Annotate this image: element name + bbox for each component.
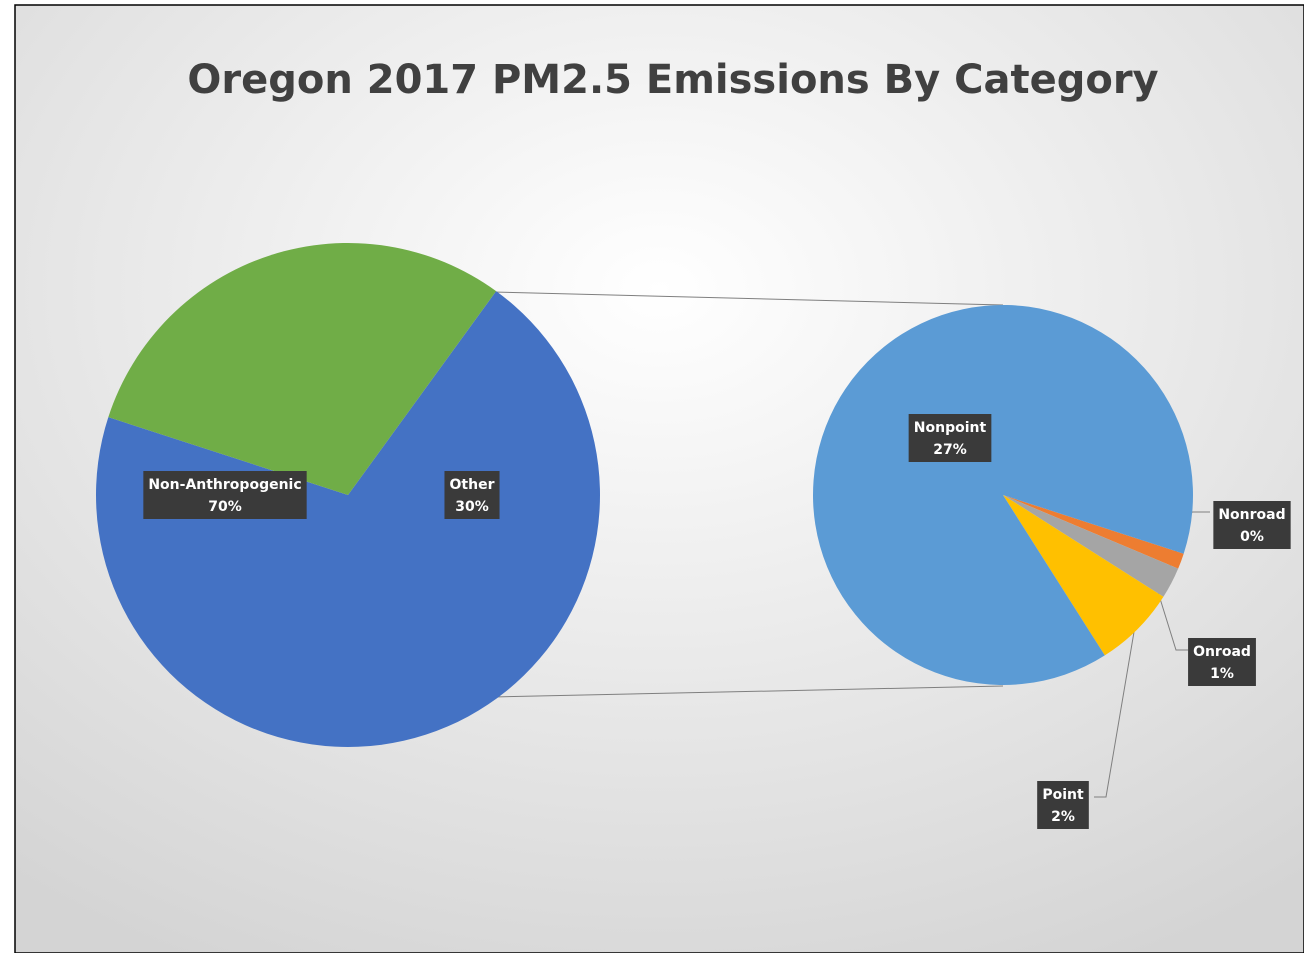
label-value: 1% <box>1210 666 1234 682</box>
label-category: Non-Anthropogenic <box>148 477 301 493</box>
label-value: 0% <box>1240 529 1264 545</box>
data-label: Nonpoint 27% <box>908 414 992 462</box>
label-box <box>1188 638 1256 686</box>
data-label: Non-Anthropogenic 70% <box>143 471 307 519</box>
label-box <box>444 471 500 519</box>
label-box <box>143 471 307 519</box>
leader-line <box>1157 591 1188 651</box>
leader-line <box>1094 631 1135 798</box>
label-box <box>1213 501 1291 549</box>
label-value: 70% <box>208 499 242 515</box>
label-category: Other <box>450 477 495 493</box>
label-category: Nonpoint <box>914 420 987 436</box>
pie-slice <box>813 305 1193 686</box>
connector-line <box>492 291 1004 306</box>
label-category: Onroad <box>1193 644 1251 660</box>
label-box <box>1037 781 1089 829</box>
data-label: Onroad 1% <box>1188 638 1256 686</box>
pie-slice <box>1003 495 1184 569</box>
data-label: Point 2% <box>1037 781 1089 829</box>
data-label: Other 30% <box>444 471 500 519</box>
pie-slice <box>1003 495 1179 597</box>
chart-title: Oregon 2017 PM2.5 Emissions By Category <box>187 57 1158 103</box>
pie-slice <box>95 291 601 747</box>
label-box <box>908 414 992 462</box>
pie-slice <box>1003 495 1164 656</box>
label-category: Nonroad <box>1218 507 1285 523</box>
pie-slice <box>108 243 497 495</box>
connector-line <box>492 685 1004 698</box>
label-value: 27% <box>933 442 967 458</box>
label-value: 30% <box>455 499 489 515</box>
data-label: Nonroad 0% <box>1213 501 1291 549</box>
label-category: Point <box>1042 787 1084 803</box>
label-value: 2% <box>1051 809 1075 825</box>
